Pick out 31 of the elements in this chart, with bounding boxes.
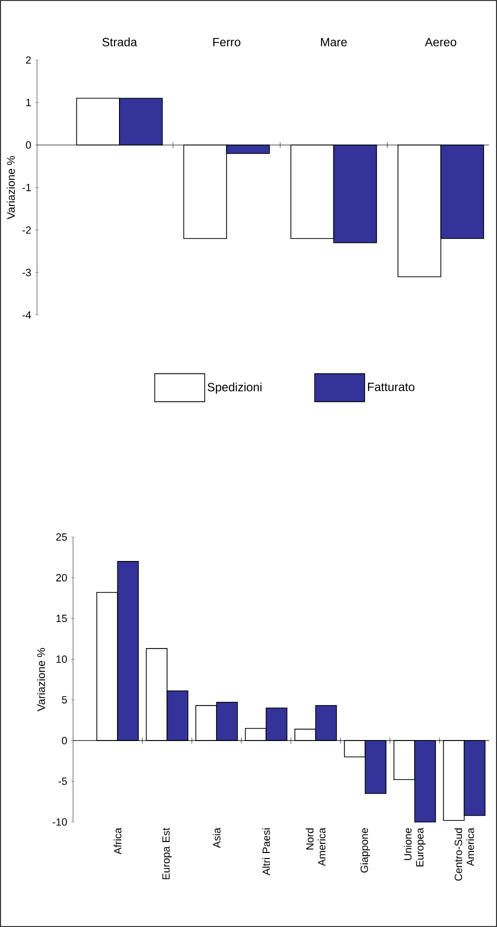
legend-label: Spedizioni bbox=[208, 382, 262, 394]
x-tick-label: Giappone bbox=[360, 828, 370, 873]
x-tick-label: Aereo bbox=[424, 38, 456, 46]
y-tick-label: 25 bbox=[56, 533, 67, 541]
x-tick-label: Ferro bbox=[213, 38, 240, 46]
x-tick-label: Strada bbox=[102, 38, 138, 46]
x-tick-label: Centro-Sud America bbox=[454, 828, 474, 881]
y-tick-label: 15 bbox=[56, 614, 67, 622]
y-axis-title: Variazione % bbox=[36, 648, 46, 712]
y-axis-title: Variazione % bbox=[6, 156, 15, 220]
y-tick-label: 2 bbox=[26, 56, 31, 64]
y-tick-label: 1 bbox=[26, 98, 31, 106]
y-tick-label: -4 bbox=[22, 311, 31, 319]
y-tick-label: -5 bbox=[58, 778, 67, 785]
x-tick-label: Africa bbox=[114, 828, 122, 854]
y-tick-label: 20 bbox=[56, 574, 67, 582]
y-tick-label: -2 bbox=[22, 226, 31, 234]
y-tick-label: -3 bbox=[22, 268, 31, 276]
x-tick-label: Altri Paesi bbox=[262, 828, 270, 876]
y-tick-label: 0 bbox=[26, 141, 31, 149]
y-tick-label: 10 bbox=[56, 655, 67, 663]
x-tick-label: Nord America bbox=[306, 828, 326, 866]
y-tick-label: -10 bbox=[52, 818, 67, 826]
x-tick-label: Asia bbox=[212, 828, 220, 848]
y-tick-label: 5 bbox=[62, 696, 67, 704]
x-tick-label: Unione Europea bbox=[404, 828, 426, 866]
y-tick-label: -1 bbox=[22, 184, 31, 192]
x-tick-label: Europa Est bbox=[162, 828, 172, 880]
y-tick-label: 0 bbox=[62, 736, 67, 744]
legend-label: Fatturato bbox=[368, 382, 414, 392]
x-tick-label: Mare bbox=[321, 38, 347, 46]
